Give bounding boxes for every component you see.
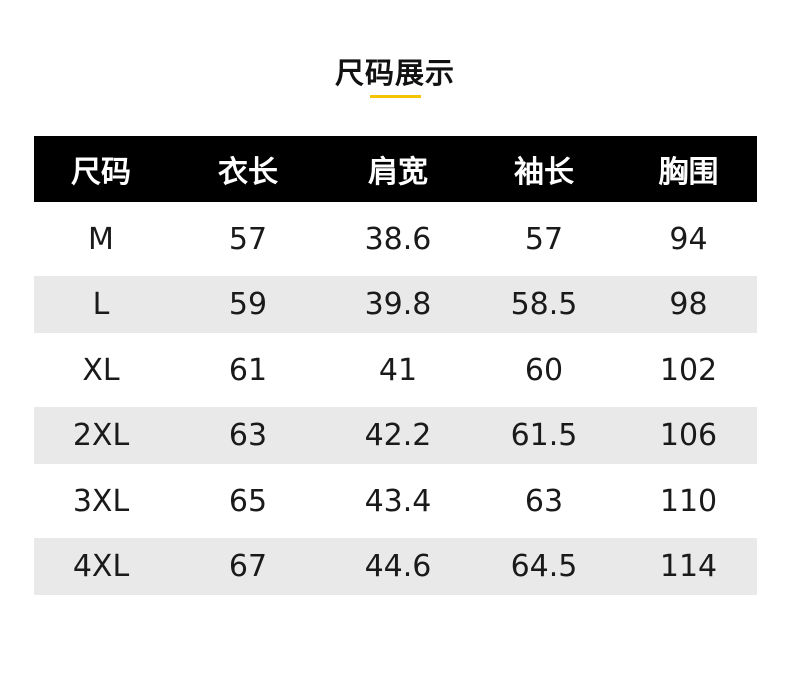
title-underline <box>370 95 421 98</box>
cell-sleeve: 64.5 <box>510 549 578 584</box>
cell-size: XL <box>82 352 120 388</box>
cell-shoulder: 39.8 <box>364 287 432 322</box>
cell-length: 57 <box>228 221 268 257</box>
cell-size: 4XL <box>72 549 130 584</box>
header-size: 尺码 <box>71 155 131 190</box>
cell-shoulder: 38.6 <box>364 221 432 257</box>
table-header: 尺码 衣长 肩宽 袖长 胸围 <box>34 136 757 202</box>
cell-chest: 102 <box>659 352 718 388</box>
table-row: 4XL 67 44.6 64.5 114 <box>34 538 757 595</box>
cell-chest: 94 <box>669 221 708 257</box>
cell-sleeve: 63 <box>524 483 564 519</box>
cell-chest: 110 <box>659 483 718 519</box>
header-length: 衣长 <box>218 155 278 190</box>
header-sleeve: 袖长 <box>514 155 574 190</box>
cell-size: 2XL <box>72 418 130 453</box>
cell-sleeve: 57 <box>524 221 564 257</box>
header-chest: 胸围 <box>658 155 719 190</box>
cell-sleeve: 60 <box>524 352 564 388</box>
header-shoulder: 肩宽 <box>368 155 428 190</box>
cell-length: 59 <box>228 287 268 322</box>
cell-shoulder: 41 <box>378 352 418 388</box>
cell-chest: 114 <box>659 549 718 584</box>
table-row: L 59 39.8 58.5 98 <box>34 276 757 333</box>
cell-length: 61 <box>228 352 268 388</box>
cell-length: 67 <box>228 549 268 584</box>
table-row: 2XL 63 42.2 61.5 106 <box>34 407 757 464</box>
size-table: 尺码 衣长 肩宽 袖长 胸围 M 57 38.6 57 94 L 59 39.8 58.5 98 X… <box>34 136 757 595</box>
cell-chest: 98 <box>669 287 708 322</box>
cell-shoulder: 43.4 <box>364 483 432 519</box>
cell-shoulder: 42.2 <box>364 418 432 453</box>
cell-shoulder: 44.6 <box>364 549 432 584</box>
cell-sleeve: 61.5 <box>510 418 578 453</box>
cell-size: M <box>88 221 114 257</box>
page-title: 尺码展示 <box>334 56 455 90</box>
table-row: 3XL 65 43.4 63 110 <box>34 464 757 538</box>
cell-length: 65 <box>228 483 268 519</box>
cell-length: 63 <box>228 418 268 453</box>
cell-size: L <box>92 287 110 322</box>
cell-size: 3XL <box>72 483 130 519</box>
cell-sleeve: 58.5 <box>510 287 578 322</box>
table-row: M 57 38.6 57 94 <box>34 202 757 276</box>
table-row: XL 61 41 60 102 <box>34 333 757 407</box>
cell-chest: 106 <box>659 418 718 453</box>
